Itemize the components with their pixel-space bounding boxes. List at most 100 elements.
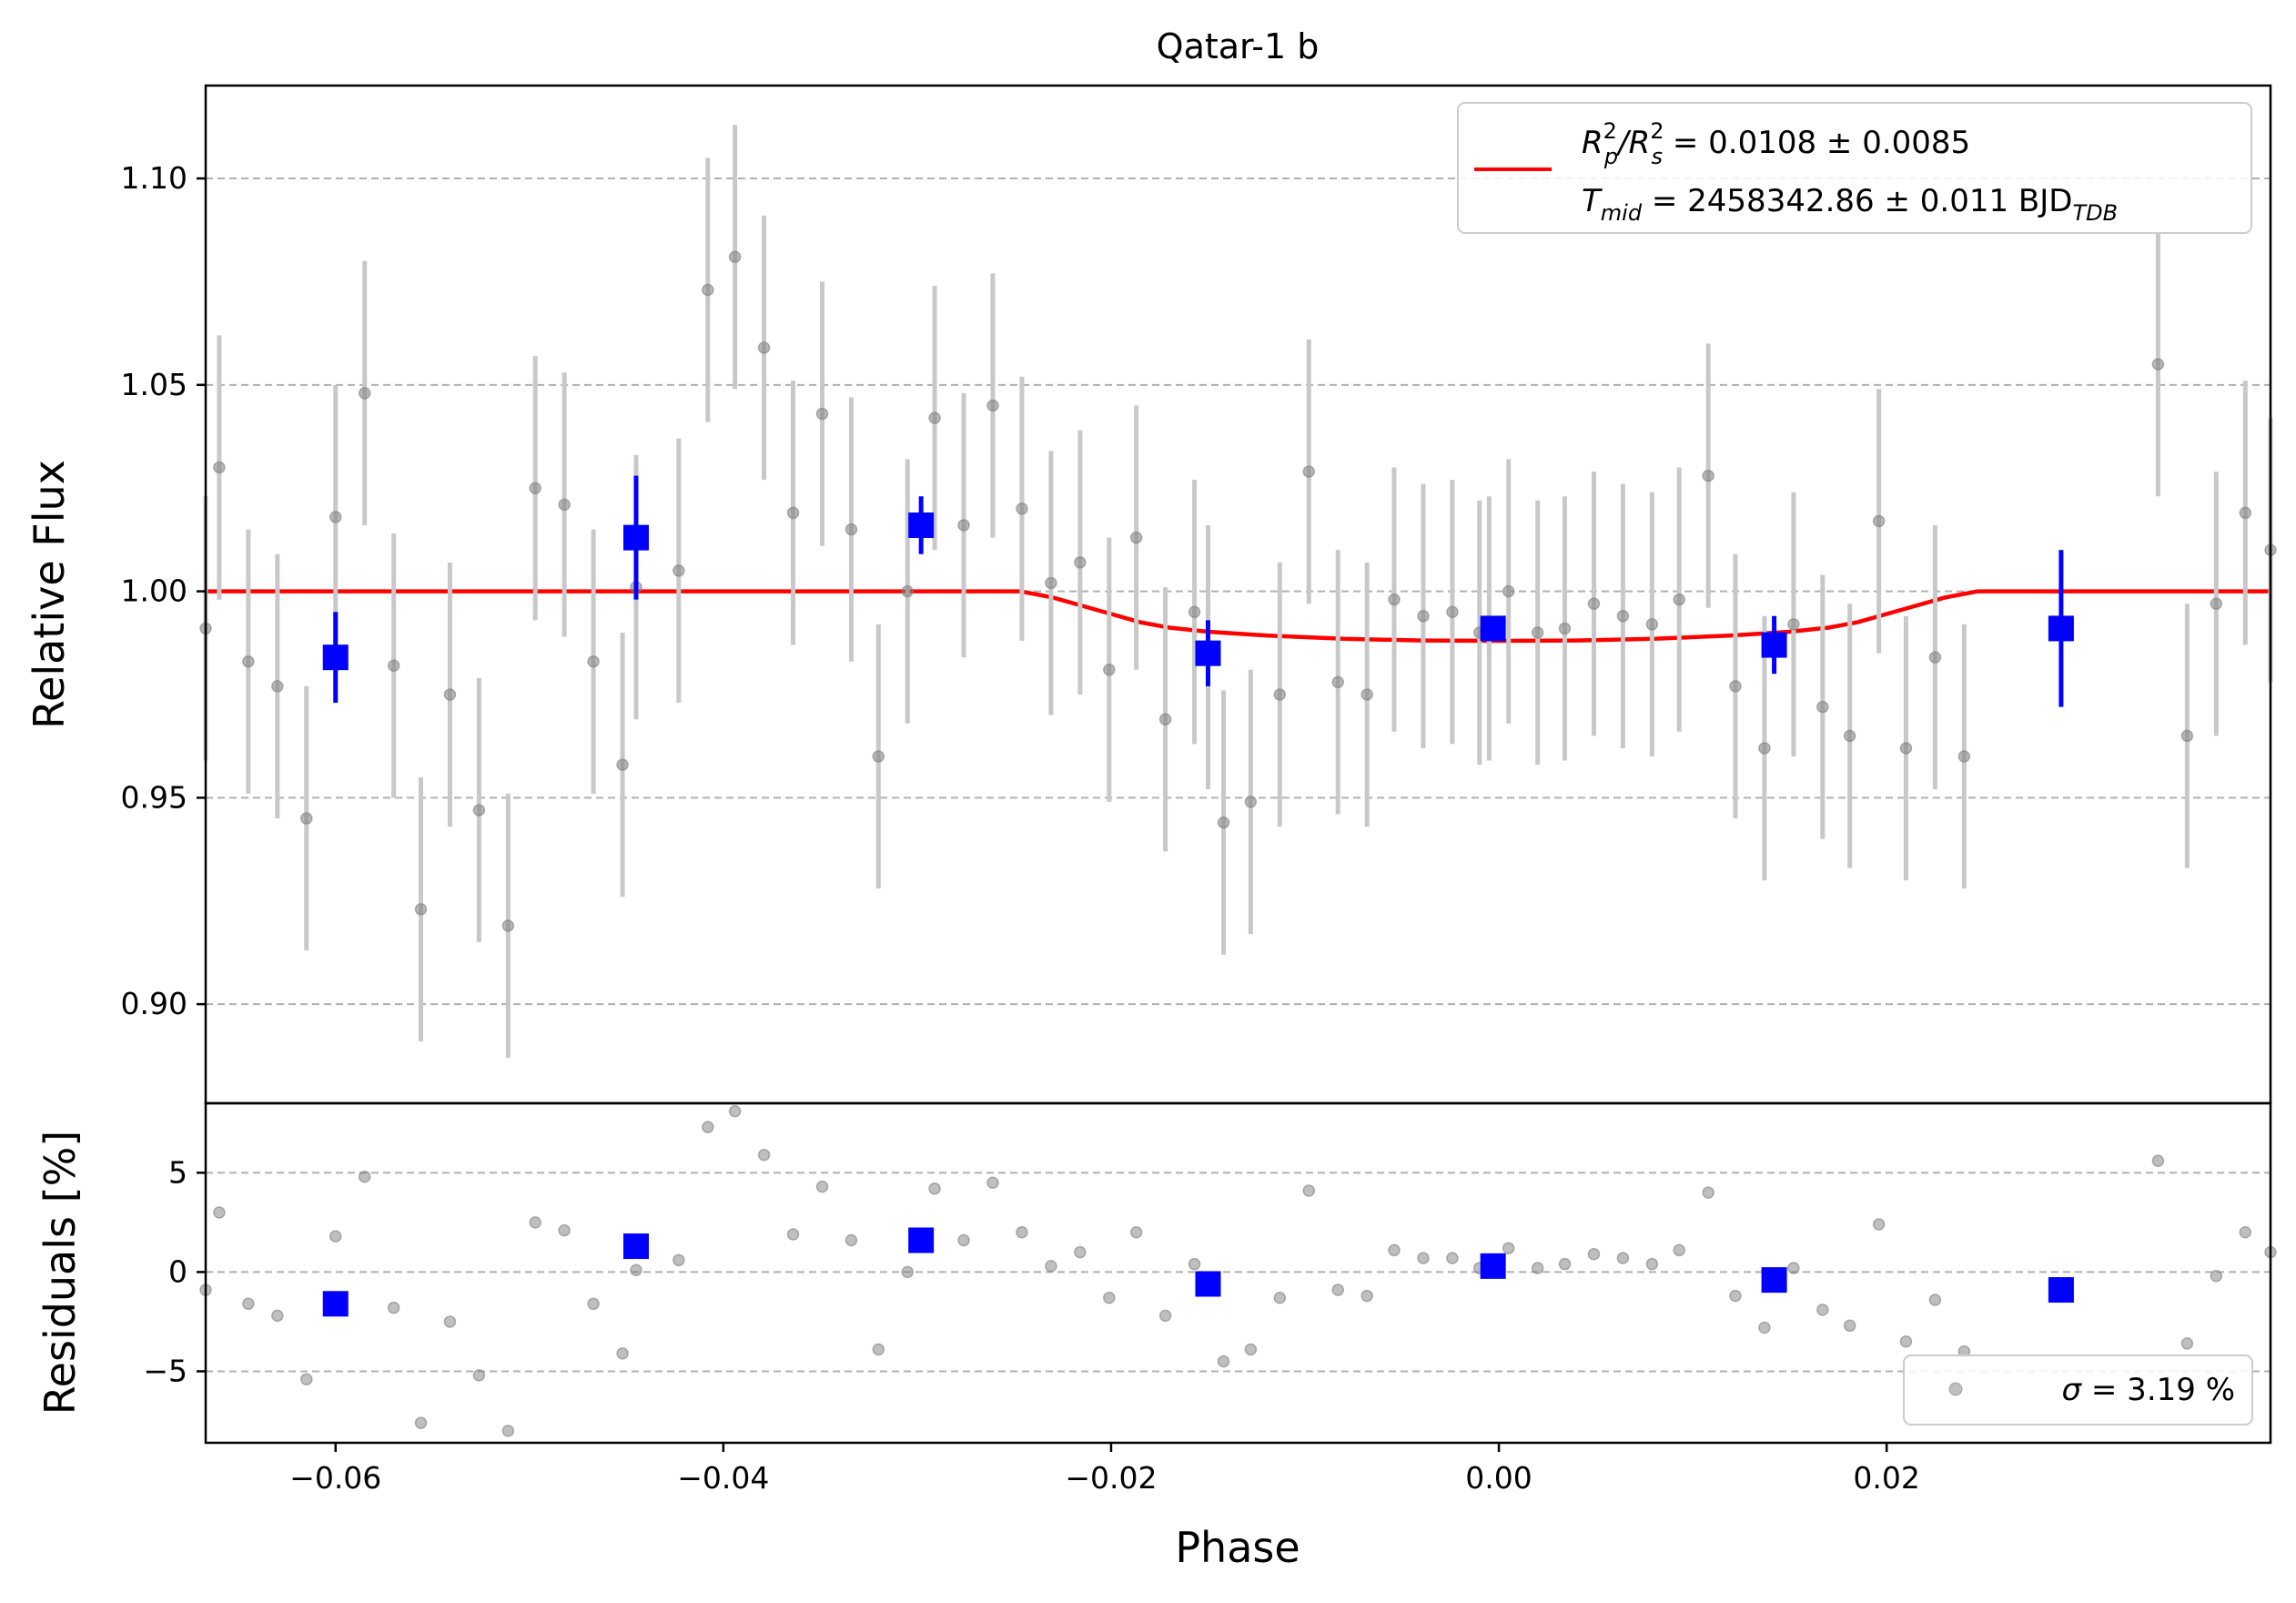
raw-residual-point — [358, 1170, 371, 1183]
plot-title: Qatar-1 b — [1157, 26, 1320, 66]
raw-residual-point — [928, 1182, 941, 1195]
raw-residual-point — [501, 1425, 515, 1437]
x-tick-label: −0.02 — [1065, 1460, 1157, 1496]
binned-residual-point — [1195, 1271, 1221, 1297]
binned-flux-point — [1480, 615, 1506, 642]
raw-flux-point — [702, 283, 714, 297]
raw-flux-point — [329, 511, 342, 523]
residuals-gridlines — [206, 1172, 2271, 1373]
raw-flux-point — [1188, 605, 1201, 619]
raw-flux-point — [928, 411, 941, 424]
binned-residual-point — [2048, 1277, 2074, 1304]
raw-flux-point — [501, 919, 515, 932]
raw-residual-point — [1843, 1319, 1856, 1333]
flux-y-tick-label: 0.90 — [121, 986, 187, 1021]
legend-tmid-label: Tmid = 2458342.86 ± 0.011 BJDTDB — [1582, 183, 2118, 226]
binned-flux-point — [1195, 640, 1221, 666]
raw-flux-point — [587, 654, 600, 668]
raw-flux-point — [1074, 556, 1087, 569]
raw-residual-point — [757, 1148, 771, 1162]
raw-flux-point — [1645, 618, 1659, 631]
raw-residual-point — [587, 1297, 600, 1311]
raw-flux-point — [845, 522, 858, 536]
raw-flux-point — [2210, 597, 2223, 610]
raw-residual-point — [387, 1301, 400, 1314]
raw-residual-point — [1729, 1289, 1742, 1303]
raw-flux-point — [1244, 796, 1258, 808]
x-tick-label: 0.02 — [1853, 1460, 1919, 1496]
raw-flux-point — [901, 584, 914, 598]
raw-residual-point — [2210, 1270, 2223, 1283]
raw-residual-point — [443, 1315, 457, 1328]
raw-flux-point — [786, 506, 800, 520]
raw-residual-point — [2239, 1226, 2252, 1239]
raw-residual-point — [1244, 1343, 1258, 1356]
raw-residual-point — [1417, 1252, 1430, 1264]
raw-flux-point — [1446, 605, 1459, 619]
raw-residual-point — [1016, 1226, 1028, 1239]
raw-residual-point — [901, 1265, 914, 1279]
binned-flux-point — [2048, 615, 2074, 642]
raw-flux-point — [815, 407, 829, 421]
raw-residual-point — [630, 1263, 642, 1276]
raw-flux-point — [1587, 597, 1601, 610]
raw-flux-point — [673, 564, 685, 577]
raw-flux-point — [1217, 816, 1230, 829]
raw-residual-point — [1673, 1243, 1685, 1257]
binned-flux-point — [322, 644, 349, 671]
raw-residual-point — [872, 1343, 885, 1356]
raw-residual-point — [329, 1230, 342, 1243]
binned-flux-points — [322, 475, 2074, 707]
sigma-legend-marker — [1948, 1382, 1963, 1396]
raw-flux-point — [1702, 469, 1714, 482]
flux-y-ticks: 0.90 0.95 1.00 1.05 1.10 — [121, 160, 206, 1021]
raw-residual-point — [1758, 1321, 1771, 1334]
raw-flux-point — [1758, 742, 1771, 755]
residuals-y-tick-label: 5 — [168, 1154, 187, 1190]
x-tick-label: 0.00 — [1465, 1460, 1532, 1496]
transit-model-line — [206, 589, 2271, 644]
raw-residual-point — [1787, 1262, 1800, 1274]
binned-flux-point — [908, 512, 935, 539]
residuals-y-axis-title: Residuals [%] — [35, 1131, 85, 1415]
residuals-y-ticks: −5 0 5 — [143, 1154, 206, 1388]
raw-flux-point — [1103, 664, 1116, 676]
legend-rs-subscript: s — [1652, 144, 1664, 169]
raw-residual-point — [1273, 1292, 1287, 1304]
raw-residual-point — [1360, 1289, 1373, 1303]
raw-residual-point — [414, 1416, 428, 1429]
raw-residual-point — [558, 1223, 571, 1237]
raw-residual-point — [271, 1309, 284, 1323]
raw-flux-point — [1331, 675, 1344, 689]
raw-flux-point — [2151, 358, 2165, 370]
binned-residual-point — [622, 1233, 649, 1260]
raw-residual-point — [1616, 1252, 1630, 1264]
raw-residual-point — [1531, 1262, 1544, 1274]
raw-residual-point — [1587, 1248, 1601, 1261]
x-tick-label: −0.06 — [289, 1460, 381, 1496]
raw-flux-point — [1417, 610, 1430, 623]
raw-residual-point — [616, 1347, 629, 1360]
raw-residual-point — [1158, 1309, 1172, 1323]
legend-tmid-symbol: T — [1582, 183, 1603, 219]
raw-flux-point — [1302, 465, 1316, 478]
raw-flux-point — [1957, 750, 1971, 763]
raw-residual-point — [1502, 1242, 1515, 1254]
raw-flux-point — [1558, 622, 1572, 635]
raw-flux-point — [872, 750, 885, 763]
sigma-legend-label: σ = 3.19 % — [2062, 1372, 2235, 1408]
transit-model-curve — [206, 589, 2271, 644]
x-tick-label: −0.04 — [677, 1460, 769, 1496]
raw-residual-point — [1103, 1292, 1116, 1304]
raw-flux-point — [1816, 700, 1829, 714]
raw-flux-point — [271, 680, 284, 693]
raw-flux-point — [358, 387, 371, 400]
raw-residual-point — [213, 1206, 226, 1219]
raw-residual-point — [957, 1233, 970, 1247]
raw-residual-point — [1045, 1260, 1057, 1273]
raw-residual-point — [986, 1176, 999, 1190]
raw-residual-point — [673, 1253, 685, 1267]
raw-residual-point — [702, 1121, 714, 1133]
legend-rp-rs-value: = 0.0108 ± 0.0085 — [1663, 125, 1970, 161]
